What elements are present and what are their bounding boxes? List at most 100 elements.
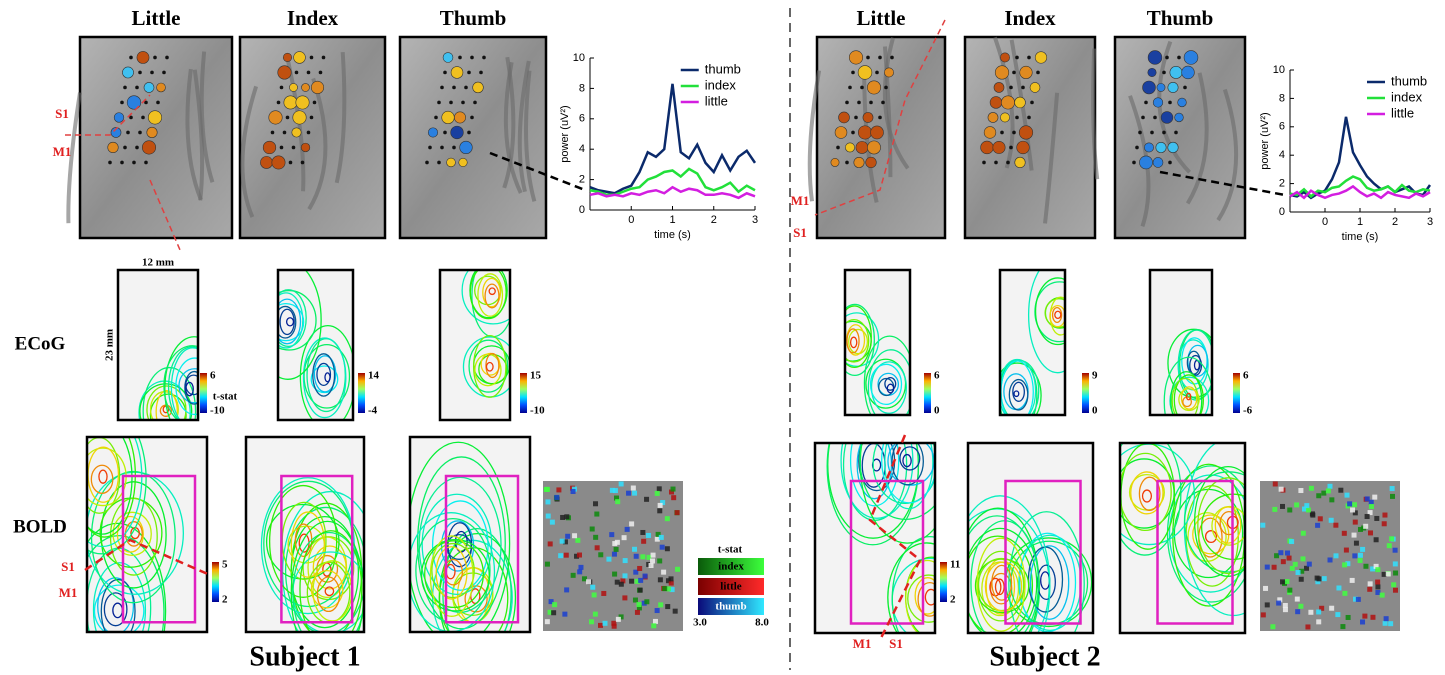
contour-line bbox=[1197, 477, 1245, 575]
voxel bbox=[1270, 624, 1276, 630]
voxel bbox=[674, 510, 680, 516]
electrode bbox=[108, 160, 112, 165]
contour-line bbox=[1000, 362, 1042, 415]
voxel bbox=[669, 587, 675, 593]
voxel bbox=[658, 602, 664, 608]
contour-line bbox=[1194, 466, 1245, 577]
voxel bbox=[1308, 609, 1314, 615]
colorbar-min: -4 bbox=[368, 405, 378, 417]
voxel bbox=[642, 573, 648, 579]
voxel bbox=[648, 562, 654, 568]
brain-image bbox=[66, 35, 234, 240]
electrode bbox=[1132, 160, 1136, 165]
contour-line bbox=[1034, 277, 1065, 346]
voxel bbox=[1382, 620, 1388, 626]
contour-line bbox=[1036, 564, 1056, 601]
voxel bbox=[661, 569, 667, 575]
voxel bbox=[1393, 570, 1399, 576]
voxel bbox=[1364, 513, 1370, 519]
contour-line bbox=[410, 441, 511, 632]
electrode bbox=[1014, 156, 1026, 168]
voxel bbox=[1353, 596, 1359, 602]
contour-line bbox=[849, 443, 900, 507]
voxel bbox=[614, 579, 620, 585]
voxel bbox=[650, 558, 656, 564]
sulcus bbox=[882, 46, 893, 178]
voxel bbox=[1329, 605, 1335, 611]
voxel bbox=[544, 486, 550, 492]
y-axis-label: power (uV²) bbox=[559, 105, 571, 162]
voxel bbox=[1260, 612, 1266, 618]
electrode bbox=[470, 55, 474, 60]
electrode bbox=[141, 115, 145, 120]
contour-line bbox=[1029, 545, 1070, 620]
voxel bbox=[1321, 490, 1327, 496]
contour-line bbox=[90, 470, 176, 604]
contour-line bbox=[116, 515, 144, 553]
map-frame bbox=[244, 435, 366, 634]
electrode bbox=[1135, 145, 1139, 150]
electrode bbox=[443, 70, 447, 75]
voxel bbox=[1364, 496, 1370, 502]
electrode bbox=[126, 130, 130, 135]
sulcus bbox=[185, 68, 203, 201]
series-line bbox=[589, 167, 756, 197]
map-frame bbox=[1118, 441, 1247, 635]
voxel bbox=[622, 558, 628, 564]
electrode bbox=[1139, 155, 1153, 170]
electrode bbox=[989, 96, 1003, 109]
voxel bbox=[1357, 552, 1363, 558]
electrode bbox=[857, 100, 861, 105]
voxel bbox=[614, 495, 620, 501]
voxel bbox=[1272, 481, 1278, 487]
voxel bbox=[1278, 550, 1284, 556]
voxel bbox=[632, 490, 638, 496]
contour-line bbox=[416, 456, 506, 630]
electrode bbox=[1138, 130, 1142, 135]
contour-line bbox=[1000, 358, 1037, 415]
contour-line bbox=[1178, 388, 1200, 412]
voxel bbox=[612, 488, 618, 494]
electrode bbox=[309, 115, 314, 120]
electrode bbox=[150, 70, 154, 75]
voxel bbox=[1316, 493, 1322, 499]
voxel bbox=[578, 564, 584, 570]
electrode bbox=[848, 50, 864, 65]
x-tick-label: 3 bbox=[752, 214, 758, 226]
voxel bbox=[564, 514, 570, 520]
electrode bbox=[449, 100, 453, 105]
finger-label: Little bbox=[132, 6, 181, 30]
series-line bbox=[1289, 175, 1431, 199]
electrode bbox=[120, 160, 124, 165]
voxel bbox=[592, 611, 598, 617]
electrode bbox=[473, 100, 477, 105]
voxel bbox=[644, 599, 650, 605]
voxel bbox=[1382, 512, 1388, 518]
contour-line bbox=[1166, 465, 1245, 603]
colorbar-min: -10 bbox=[210, 405, 225, 417]
electrode bbox=[1029, 82, 1041, 93]
voxel bbox=[1289, 565, 1295, 571]
voxel bbox=[1336, 585, 1342, 591]
voxel bbox=[1295, 609, 1301, 615]
voxel bbox=[634, 578, 640, 584]
electrode bbox=[1147, 50, 1163, 65]
voxel bbox=[620, 578, 626, 584]
voxel bbox=[612, 571, 618, 577]
series-line bbox=[589, 83, 757, 195]
contour-line bbox=[482, 277, 502, 308]
voxel bbox=[675, 566, 681, 572]
contour-line bbox=[848, 328, 869, 355]
voxel bbox=[636, 602, 642, 608]
voxel bbox=[1276, 600, 1282, 606]
contour-line bbox=[155, 389, 178, 420]
voxel bbox=[586, 579, 592, 585]
y-tick-label: 2 bbox=[579, 174, 585, 186]
electrode bbox=[866, 55, 870, 60]
electrode bbox=[129, 115, 133, 120]
voxel bbox=[1349, 577, 1355, 583]
electrode bbox=[279, 85, 284, 90]
contour-line bbox=[310, 569, 344, 609]
voxel bbox=[1294, 502, 1300, 508]
